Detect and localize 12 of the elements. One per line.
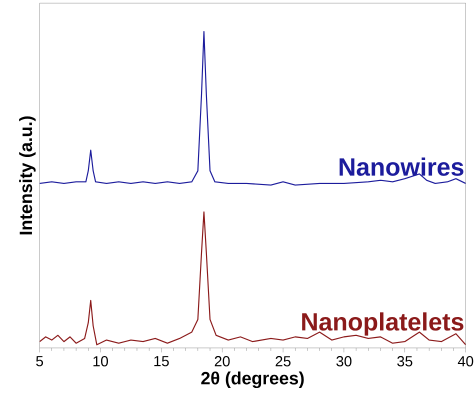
x-axis-title: 2θ (degrees) (201, 372, 304, 388)
x-tick-label: 25 (276, 356, 291, 367)
x-tick-label: 35 (397, 356, 412, 367)
x-tick-label: 5 (36, 356, 44, 366)
x-tick-label: 15 (154, 356, 169, 366)
x-tick-label: 40 (458, 356, 474, 367)
x-tick-label: 10 (93, 356, 108, 367)
y-axis-title: Intensity (a.u.) (19, 116, 36, 234)
x-tick-label: 30 (336, 356, 352, 367)
x-tick-label: 20 (214, 356, 230, 367)
series-label: Nanowires (340, 158, 464, 176)
series-label: Nanoplatelets (302, 312, 464, 336)
